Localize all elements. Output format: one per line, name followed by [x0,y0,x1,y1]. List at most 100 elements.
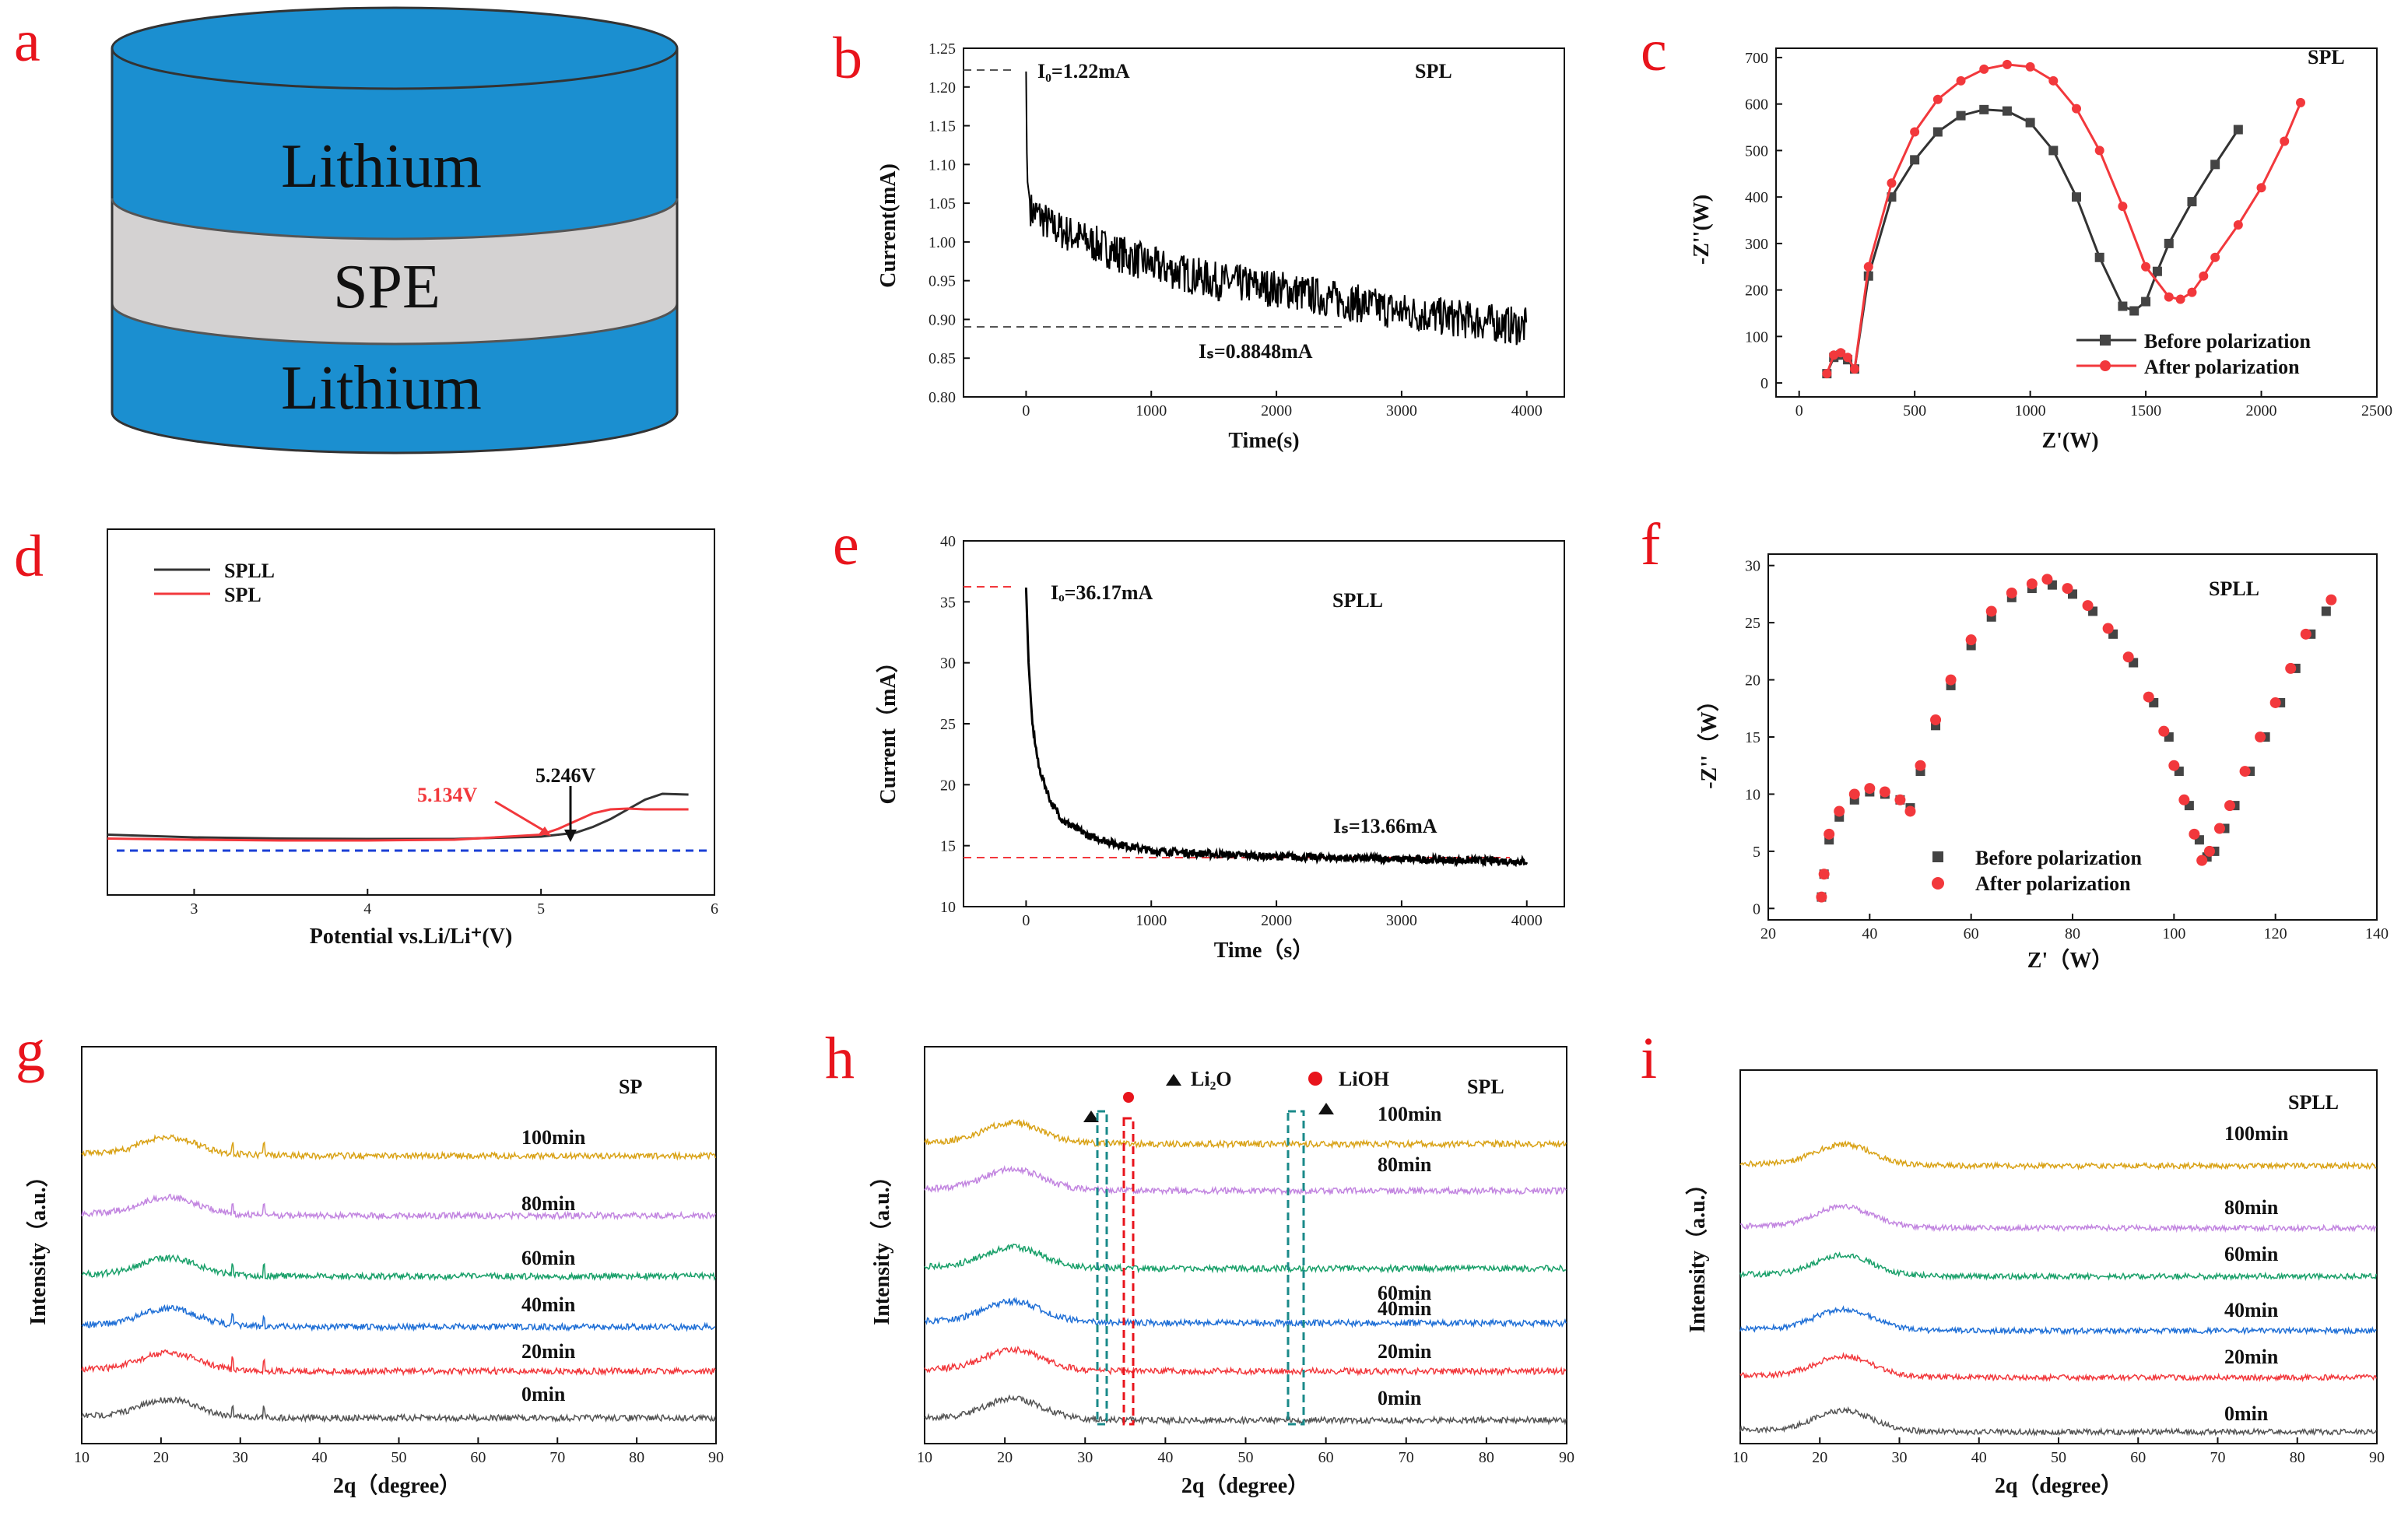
after-point [2158,725,2170,737]
panel-g-xlabel: 2q（degree） [333,1472,461,1498]
y-tick-label: 1.20 [928,79,956,97]
y-tick-label: 20 [1745,672,1760,690]
x-tick-label: 2500 [2361,402,2392,419]
layer-bottom-label: Lithium [281,354,482,423]
x-tick-label: 50 [391,1449,407,1466]
xrd-trace-20min [1739,1352,2377,1383]
panel-d-spl-curve [107,807,689,842]
after-point [1930,714,1942,725]
after-point [1816,891,1827,903]
before-point [2164,238,2174,248]
x-tick-label: 90 [2369,1449,2385,1466]
x-tick-label: 50 [2051,1449,2066,1466]
y-tick-label: 15 [1745,729,1760,746]
li2o-highlight-box-1 [1096,1110,1108,1426]
after-point [1887,178,1897,188]
y-tick-label: 25 [1745,615,1760,632]
after-point [2196,855,2208,866]
panel-g-plot: 10 20 30 40 50 60 70 80 90 0min 20min 40min 60min 80… [25,1046,724,1498]
x-tick-label: 6 [711,900,718,918]
after-point [1836,348,1846,358]
panel-h-ticks: 10 20 30 40 50 60 70 80 90 [917,1437,1574,1466]
xrd-trace-0min [1739,1405,2377,1437]
panel-f-series [1816,574,2337,903]
layer-top-label: Lithium [281,132,482,201]
xrd-label-40min: 40min [521,1293,576,1316]
y-tick-label: 40 [940,533,956,550]
after-point [2285,662,2297,674]
after-point [2102,623,2114,634]
x-tick-label: 20 [997,1449,1013,1466]
before-point [1910,155,1920,165]
panel-i-series: 0min 20min 40min 60min 80min 100min [1739,1122,2377,1437]
panel-f-title: SPLL [2209,577,2259,600]
xrd-label-60min: 60min [1378,1282,1432,1304]
xrd-trace-20min [924,1346,1567,1377]
panel-b-is-label: Iₛ=0.8848mA [1199,340,1313,363]
panel-f-legend-after: After polarization [1975,872,2131,895]
xrd-trace-0min [924,1394,1567,1426]
x-tick-label: 60 [470,1449,486,1466]
panel-d-legend-spl: SPL [224,584,262,606]
before-point [2118,301,2128,311]
panel-e-i0-label: Iₒ=36.17mA [1051,581,1153,604]
panel-c-legend-after: After polarization [2144,356,2300,378]
panel-d-legend: SPLL SPL [154,560,275,606]
after-point [1848,788,1860,800]
xrd-label-40min: 40min [2224,1299,2279,1321]
x-tick-label: 3 [190,900,198,918]
after-point [2224,800,2236,812]
xrd-label-0min: 0min [1378,1387,1422,1409]
x-tick-label: 60 [1318,1449,1334,1466]
y-tick-label: 10 [1745,786,1760,803]
x-tick-label: 4 [363,900,371,918]
xrd-label-40min: 40min [1378,1297,1432,1320]
xrd-label-80min: 80min [1378,1153,1432,1176]
panel-g-frame [81,1046,717,1444]
y-tick-label: 300 [1745,236,1768,253]
panel-e-is-label: Iₛ=13.66mA [1333,815,1437,837]
xrd-trace-100min [81,1134,716,1161]
before-point [2048,146,2059,156]
panel-d-spl-arrow [494,800,546,833]
x-tick-label: 0 [1795,402,1803,419]
after-point [1915,760,1926,771]
li2o-highlight-box-2 [1286,1110,1305,1426]
y-tick-label: 0.85 [928,350,956,367]
y-tick-label: 25 [940,716,956,733]
y-tick-label: 1.15 [928,118,956,135]
after-point [2326,594,2337,605]
x-tick-label: 2000 [2246,402,2277,419]
x-tick-label: 120 [2264,925,2287,942]
x-tick-label: 0 [1022,402,1030,419]
x-tick-label: 1000 [2015,402,2046,419]
panel-b-plot: 0 1000 2000 3000 4000 0.80 0.85 0.90 0.95 1.00 1.0… [876,40,1565,453]
panel-g-letter: g [16,1018,45,1083]
after-point [2256,183,2266,193]
y-tick-label: 400 [1745,189,1768,206]
panel-d-ticks: 3 4 5 6 [190,889,718,918]
x-tick-label: 20 [1760,925,1776,942]
after-point [1834,805,1845,817]
y-tick-label: 30 [940,655,956,672]
y-tick-label: 5 [1753,844,1760,861]
panel-h-frame [924,1046,1567,1444]
after-point [2041,574,2053,585]
x-tick-label: 5 [537,900,545,918]
x-tick-label: 500 [1903,402,1926,419]
x-tick-label: 40 [1157,1449,1173,1466]
x-tick-label: 10 [917,1449,932,1466]
after-point [2062,583,2073,595]
x-tick-label: 80 [1479,1449,1494,1466]
x-tick-label: 2000 [1261,402,1292,419]
y-tick-label: 700 [1745,50,1768,67]
panel-d-letter: d [14,524,44,589]
panel-e-current-trace [1024,587,1529,869]
y-tick-label: 1.25 [928,40,956,58]
x-tick-label: 70 [1399,1449,1414,1466]
panel-c-series [1822,59,2306,379]
panel-f-xlabel: Z'（W） [2027,947,2113,973]
before-point [2094,252,2104,262]
x-tick-label: 10 [74,1449,90,1466]
